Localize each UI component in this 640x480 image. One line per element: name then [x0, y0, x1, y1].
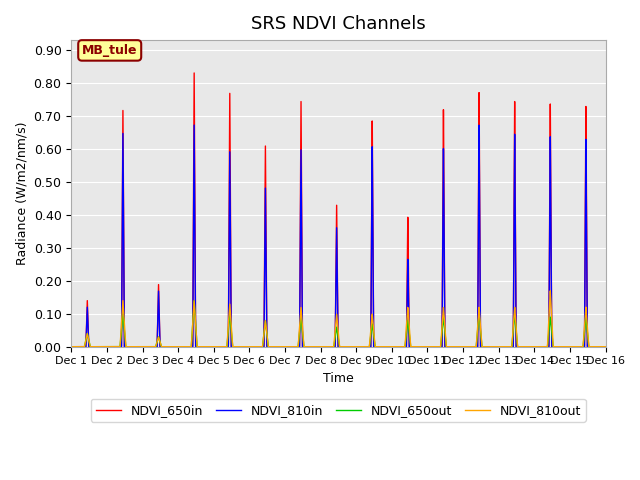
NDVI_650in [190, 70, 198, 76]
Y-axis label: Radiance (W/m2/nm/s): Radiance (W/m2/nm/s) [15, 121, 28, 265]
NDVI_810in [182, 344, 189, 349]
Line: NDVI_810out: NDVI_810out [71, 291, 605, 347]
NDVI_810in [488, 344, 496, 349]
NDVI_650in [488, 344, 496, 349]
NDVI_650in [600, 344, 607, 349]
NDVI_650out [600, 344, 607, 349]
NDVI_810in [190, 122, 198, 128]
NDVI_650out [412, 344, 420, 349]
NDVI_650in [602, 344, 609, 349]
NDVI_810out [67, 344, 75, 349]
NDVI_810in [268, 344, 275, 349]
Legend: NDVI_650in, NDVI_810in, NDVI_650out, NDVI_810out: NDVI_650in, NDVI_810in, NDVI_650out, NDV… [91, 399, 586, 422]
X-axis label: Time: Time [323, 372, 354, 385]
NDVI_650out [176, 344, 184, 349]
NDVI_810out [602, 344, 609, 349]
NDVI_810out [176, 344, 184, 349]
NDVI_650out [602, 344, 609, 349]
NDVI_650out [67, 344, 75, 349]
NDVI_650in [268, 344, 275, 349]
NDVI_650out [190, 298, 198, 304]
Line: NDVI_650out: NDVI_650out [71, 301, 605, 347]
NDVI_810out [547, 288, 554, 294]
NDVI_650in [67, 344, 75, 349]
NDVI_650in [412, 344, 420, 349]
NDVI_650out [182, 344, 189, 349]
Title: SRS NDVI Channels: SRS NDVI Channels [251, 15, 426, 33]
NDVI_810out [182, 344, 189, 349]
NDVI_810out [488, 344, 495, 349]
NDVI_650out [488, 344, 496, 349]
NDVI_810in [176, 344, 184, 349]
NDVI_810in [600, 344, 607, 349]
NDVI_810out [412, 344, 420, 349]
NDVI_650in [182, 344, 189, 349]
NDVI_650out [268, 344, 275, 349]
Line: NDVI_810in: NDVI_810in [71, 125, 605, 347]
NDVI_810out [268, 344, 275, 349]
NDVI_810in [412, 344, 420, 349]
NDVI_810in [602, 344, 609, 349]
NDVI_810in [67, 344, 75, 349]
NDVI_810out [600, 344, 607, 349]
Line: NDVI_650in: NDVI_650in [71, 73, 605, 347]
Text: MB_tule: MB_tule [82, 44, 138, 57]
NDVI_650in [176, 344, 184, 349]
